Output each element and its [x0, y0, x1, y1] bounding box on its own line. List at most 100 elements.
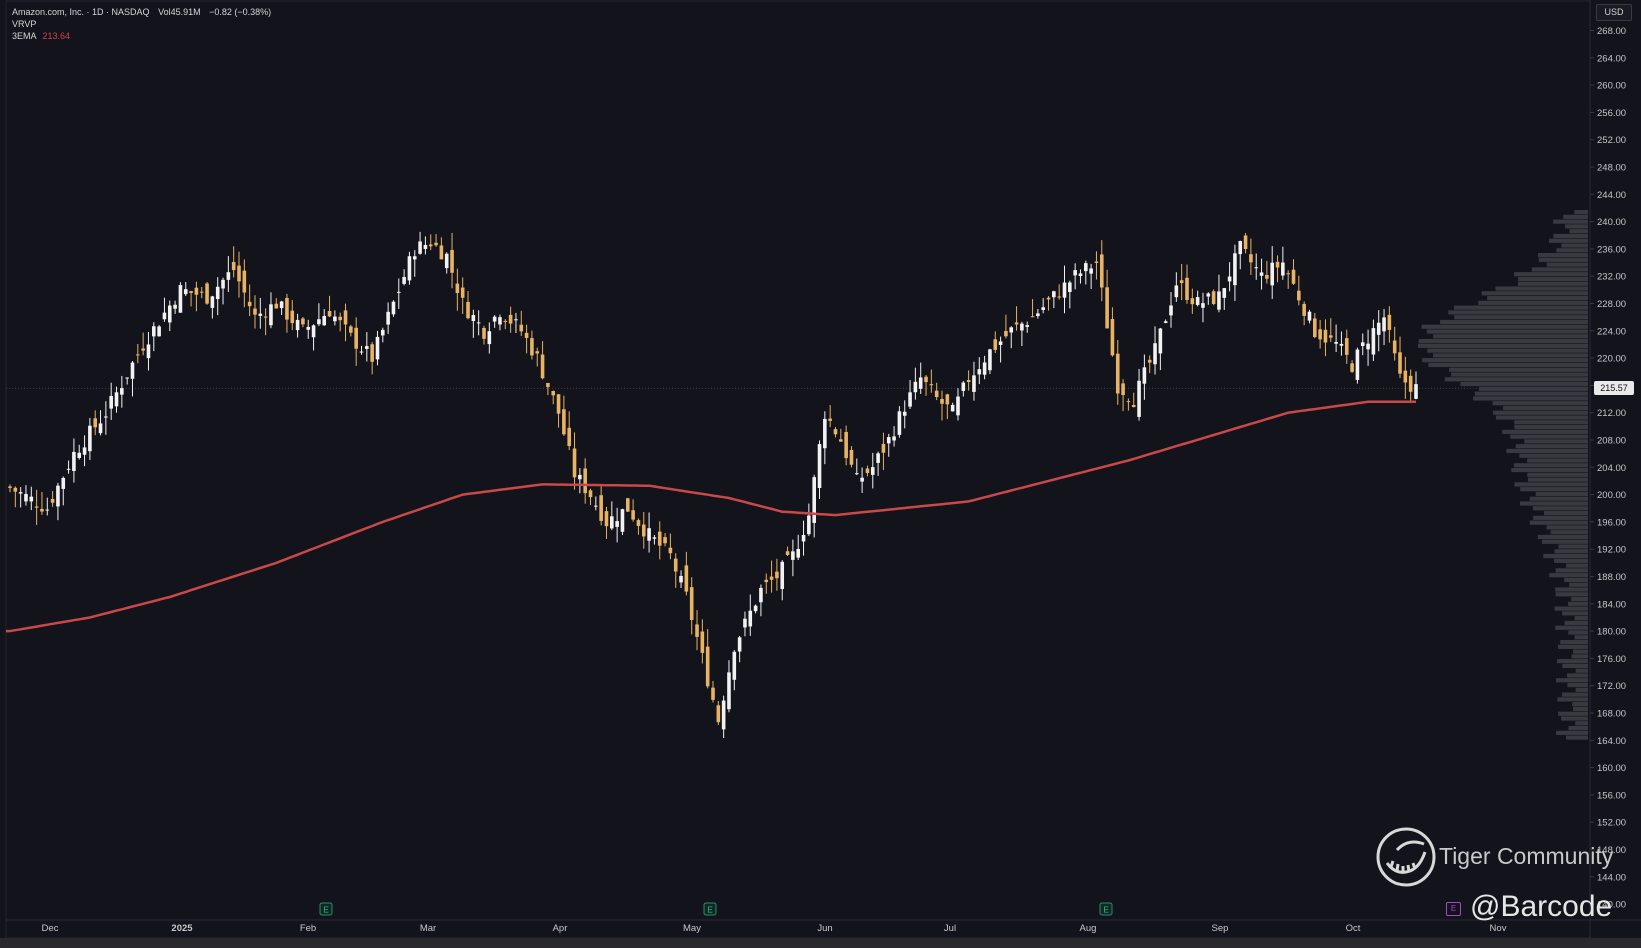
candle-body: [1387, 314, 1392, 330]
legend-indicator-vrvp[interactable]: VRVP: [12, 19, 37, 29]
candle-body: [1057, 296, 1061, 298]
candle-body: [785, 551, 790, 556]
volume-profile-bar: [1565, 735, 1588, 740]
candle-body: [1089, 268, 1093, 274]
candle-body: [492, 316, 497, 322]
candle-body: [1174, 285, 1179, 298]
candle-body: [1414, 384, 1418, 399]
candle-body: [753, 605, 758, 612]
candle-body: [72, 451, 76, 471]
volume-profile-bar: [1474, 391, 1588, 396]
candle-body: [839, 439, 843, 442]
volume-profile-bar: [1514, 424, 1588, 430]
volume-profile-bar: [1514, 420, 1588, 425]
candle-body: [258, 313, 263, 316]
candle-body: [77, 452, 82, 458]
volume-profile-bar: [1554, 606, 1588, 611]
candle-body: [594, 505, 598, 507]
volume-profile-bar: [1561, 243, 1588, 248]
candle-body: [466, 301, 470, 319]
price-axis-label: 148.00: [1597, 845, 1626, 856]
candle-body: [940, 399, 944, 404]
price-axis-label: 160.00: [1597, 763, 1626, 774]
candle-body: [1286, 273, 1290, 275]
candle-body: [50, 498, 55, 503]
candle-body: [1222, 288, 1227, 298]
volume-profile-bar: [1575, 668, 1588, 673]
volume-profile-bar: [1513, 463, 1588, 468]
candle-body: [311, 325, 316, 338]
candle-body: [1025, 325, 1030, 327]
candle-body: [934, 390, 939, 398]
volume-profile-bar: [1493, 410, 1588, 415]
candle-body: [237, 265, 241, 282]
watermark-brand: Tiger Community: [1439, 843, 1614, 869]
volume-profile-bar: [1572, 706, 1588, 712]
candle-body: [434, 242, 438, 246]
legend-indicator-ema[interactable]: 3EMA: [12, 31, 37, 41]
candle-body: [769, 576, 774, 580]
candle-body: [354, 327, 358, 349]
volume-profile-bar: [1451, 372, 1588, 377]
legend-row-ema[interactable]: 3EMA 213.64: [12, 30, 271, 42]
volume-profile-bar: [1548, 238, 1588, 243]
candle-body: [1355, 349, 1360, 380]
candle-body: [1163, 321, 1168, 323]
candle-body: [279, 301, 284, 309]
candle-body: [1328, 335, 1333, 338]
legend-row-vrvp[interactable]: VRVP: [12, 18, 271, 30]
candle-body: [854, 473, 859, 475]
volume-profile-bar: [1524, 439, 1588, 444]
volume-profile-bar: [1514, 272, 1588, 277]
currency-button[interactable]: USD: [1596, 4, 1632, 21]
candle-body: [546, 382, 550, 388]
price-axis-label: 232.00: [1597, 272, 1626, 283]
price-axis-label: 264.00: [1597, 53, 1626, 64]
candle-body: [1265, 274, 1269, 279]
candle-body: [828, 418, 832, 421]
candle-body: [428, 244, 433, 247]
candle-body: [93, 418, 98, 428]
candle-body: [663, 537, 667, 544]
candle-body: [1318, 329, 1322, 340]
candle-body: [343, 310, 348, 325]
volume-profile-bar: [1554, 558, 1588, 563]
volume-profile-bar: [1473, 396, 1588, 401]
candle-body: [471, 315, 476, 322]
time-axis-label: May: [683, 923, 701, 934]
candle-body: [625, 498, 630, 512]
volume-profile-bar: [1421, 324, 1588, 329]
candle-body: [1233, 253, 1237, 286]
legend-title[interactable]: Amazon.com, Inc. · 1D · NASDAQ: [12, 7, 150, 17]
price-axis[interactable]: 268.00 264.00 260.00 256.00 252.00 248.00 244.…: [1590, 26, 1626, 911]
time-axis[interactable]: Dec 2025 Feb Mar Apr May Jun Jul Aug Sep Oct Nov: [42, 923, 1507, 934]
candle-body: [98, 423, 103, 434]
legend-change: −0.82 (−0.38%): [209, 7, 272, 17]
candle-body: [136, 354, 140, 356]
volume-profile-bar: [1495, 286, 1588, 291]
candle-body: [1121, 383, 1125, 396]
candle-body: [194, 287, 199, 295]
volume-profile-bar: [1538, 257, 1588, 262]
price-axis-label: 204.00: [1597, 463, 1626, 474]
volume-profile-bar: [1558, 544, 1588, 549]
candle-body: [1036, 313, 1040, 317]
volume-profile-bar: [1555, 625, 1588, 630]
candle-body: [508, 314, 513, 324]
candle-body: [1302, 303, 1306, 316]
volume-profile-bar: [1572, 702, 1588, 707]
volume-profile-bar: [1418, 338, 1588, 344]
candle-body: [870, 467, 875, 475]
plot-border: [5, 0, 1591, 939]
candle-body: [263, 316, 268, 318]
candle-body: [1270, 262, 1275, 286]
candle-body: [1243, 235, 1248, 250]
volume-profile: [1418, 209, 1588, 740]
candle-body: [1360, 342, 1365, 347]
price-axis-label: 140.00: [1597, 900, 1626, 911]
volume-profile-bar: [1554, 549, 1588, 554]
candle-body: [743, 618, 747, 628]
